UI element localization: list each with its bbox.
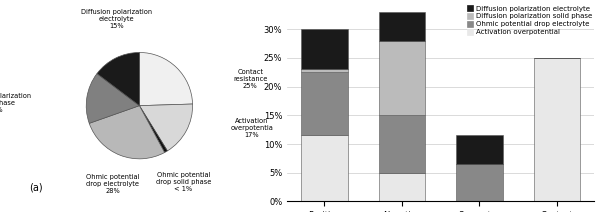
Text: Contact
resistance
25%: Contact resistance 25% (233, 69, 268, 89)
Wedge shape (139, 52, 193, 106)
Bar (379, 12, 425, 41)
Bar (301, 72, 347, 135)
Bar (379, 115, 425, 173)
Text: Ohmic potential
drop electrolyte
28%: Ohmic potential drop electrolyte 28% (86, 174, 139, 194)
Bar (301, 70, 347, 72)
Text: Activation
overpotentia
17%: Activation overpotentia 17% (230, 118, 273, 138)
Wedge shape (139, 106, 167, 152)
Bar (456, 164, 503, 201)
Text: Diffusion polarization
electrolyte
15%: Diffusion polarization electrolyte 15% (81, 9, 152, 29)
Wedge shape (139, 104, 193, 151)
Bar (456, 135, 503, 164)
Bar (301, 135, 347, 201)
Bar (379, 41, 425, 115)
Wedge shape (86, 74, 139, 123)
Bar (533, 58, 580, 201)
Bar (379, 173, 425, 201)
Text: Diffusion polarization
solid phase
16%: Diffusion polarization solid phase 16% (0, 93, 32, 113)
Text: (a): (a) (29, 182, 43, 192)
Legend: Diffusion polarization electrolyte, Diffusion polarization solid phase, Ohmic po: Diffusion polarization electrolyte, Diff… (466, 4, 593, 37)
Bar (301, 29, 347, 70)
Text: Ohmic potential
drop solid phase
< 1%: Ohmic potential drop solid phase < 1% (155, 172, 211, 192)
Wedge shape (97, 52, 139, 106)
Wedge shape (89, 106, 164, 159)
